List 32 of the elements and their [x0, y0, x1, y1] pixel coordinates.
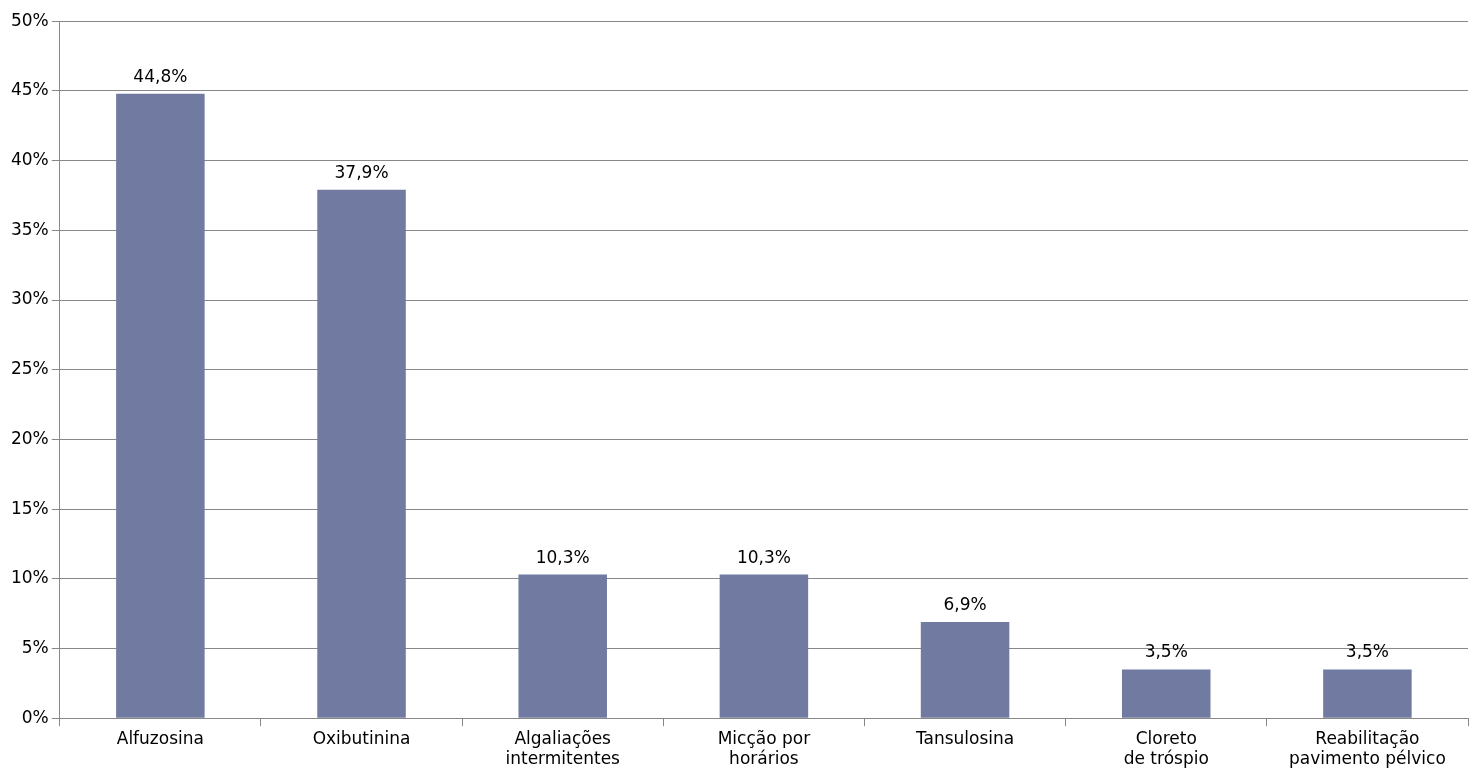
y-tick-label: 15% [10, 497, 49, 518]
x-tick-label: Tansulosina [914, 727, 1015, 748]
data-label: 6,9% [943, 593, 987, 614]
y-tick-label: 40% [10, 149, 49, 170]
y-tick-label: 25% [10, 358, 49, 379]
data-label: 3,5% [1144, 641, 1188, 662]
y-tick-label: 35% [10, 218, 49, 239]
data-label: 3,5% [1345, 641, 1390, 662]
y-tick-label: 30% [10, 288, 49, 309]
data-label: 44,8% [133, 65, 188, 86]
y-tick-label: 10% [10, 567, 49, 588]
bar [116, 93, 205, 718]
x-tick-label: Reabilitação pavimento pélvico [1289, 727, 1446, 769]
x-tick-label: Micção por horários [717, 727, 811, 769]
x-tick-label: Oxibutinina [312, 727, 411, 748]
y-tick-label: 20% [10, 427, 49, 448]
x-tick-label: Algaliações intermitentes [505, 727, 621, 769]
bar [1323, 669, 1412, 718]
x-tick-label: Cloreto de tróspio [1123, 727, 1209, 769]
y-tick-label: 0% [21, 706, 49, 727]
y-tick-label: 5% [21, 636, 49, 657]
data-label: 37,9% [334, 161, 389, 182]
y-tick-label: 45% [10, 79, 49, 100]
y-tick-label: 50% [10, 9, 49, 30]
bar [1121, 669, 1211, 718]
bar [317, 189, 406, 718]
bar [719, 574, 809, 718]
bar [518, 574, 607, 718]
data-label: 10,3% [736, 546, 791, 567]
x-tick-label: Alfuzosina [116, 727, 204, 748]
bar [920, 622, 1010, 718]
data-label: 10,3% [535, 546, 590, 567]
